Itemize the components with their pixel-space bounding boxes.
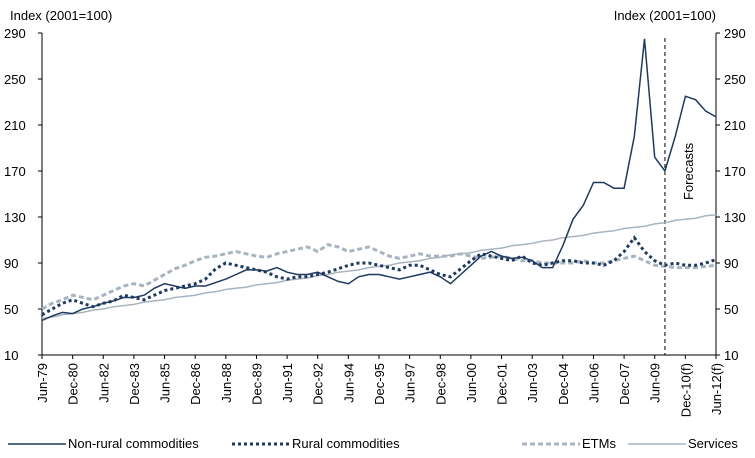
x-tick-label: Dec-10(f): [678, 363, 693, 417]
y2-tick-label: 90: [724, 256, 738, 271]
legend-item: Services: [628, 436, 738, 451]
x-tick-label: Dec-01: [495, 363, 510, 405]
legend-label: Rural commodities: [292, 436, 400, 451]
y-tick-label: 130: [4, 210, 26, 225]
y2-tick-label: 290: [724, 26, 746, 41]
x-tick-label: Jun-09: [648, 363, 663, 403]
x-tick-label: Jun-85: [158, 363, 173, 403]
y2-tick-label: 210: [724, 118, 746, 133]
x-tick-label: Dec-04: [556, 363, 571, 405]
y-tick-label: 250: [4, 72, 26, 87]
x-tick-label: Jun-00: [464, 363, 479, 403]
x-tick-label: Dec-92: [311, 363, 326, 405]
y-tick-label: 210: [4, 118, 26, 133]
x-tick-label: Dec-95: [372, 363, 387, 405]
y-tick-label: 290: [4, 26, 26, 41]
x-tick-label: Jun-12(f): [709, 363, 724, 415]
y2-tick-label: 170: [724, 164, 746, 179]
y-tick-label: 90: [4, 256, 18, 271]
y2-tick-label: 10: [724, 348, 738, 363]
legend-label: Non-rural commodities: [68, 436, 199, 451]
y-tick-label: 10: [4, 348, 18, 363]
x-tick-label: Dec-07: [617, 363, 632, 405]
x-tick-label: Jun-94: [341, 363, 356, 403]
x-tick-label: Jun-06: [586, 363, 601, 403]
x-tick-label: Jun-97: [403, 363, 418, 403]
series-line: [41, 213, 717, 319]
y2-tick-label: 130: [724, 210, 746, 225]
legend-item: Non-rural commodities: [8, 436, 199, 451]
legend-item: ETMs: [522, 436, 616, 451]
y-axis-label: Index (2001=100): [10, 8, 112, 23]
y-tick-label: 50: [4, 302, 18, 317]
series-line: [41, 38, 717, 322]
y2-tick-label: 250: [724, 72, 746, 87]
x-tick-label: Jun-79: [35, 363, 50, 403]
x-tick-label: Dec-86: [188, 363, 203, 405]
x-tick-label: Dec-89: [249, 363, 264, 405]
legend-item: Rural commodities: [232, 436, 400, 451]
x-tick-label: Dec-98: [433, 363, 448, 405]
x-tick-label: Jun-03: [525, 363, 540, 403]
x-tick-label: Jun-88: [219, 363, 234, 403]
legend-label: ETMs: [582, 436, 616, 451]
y2-tick-label: 50: [724, 302, 738, 317]
legend-label: Services: [688, 436, 738, 451]
x-tick-label: Jun-91: [280, 363, 295, 403]
x-tick-label: Jun-82: [96, 363, 111, 403]
x-tick-label: Dec-80: [66, 363, 81, 405]
series-line: [41, 242, 717, 311]
forecast-annotation: Forecasts: [681, 142, 696, 200]
series-line: [41, 235, 717, 317]
y2-axis-label: Index (2001=100): [614, 8, 716, 23]
x-tick-label: Dec-83: [127, 363, 142, 405]
y-tick-label: 170: [4, 164, 26, 179]
